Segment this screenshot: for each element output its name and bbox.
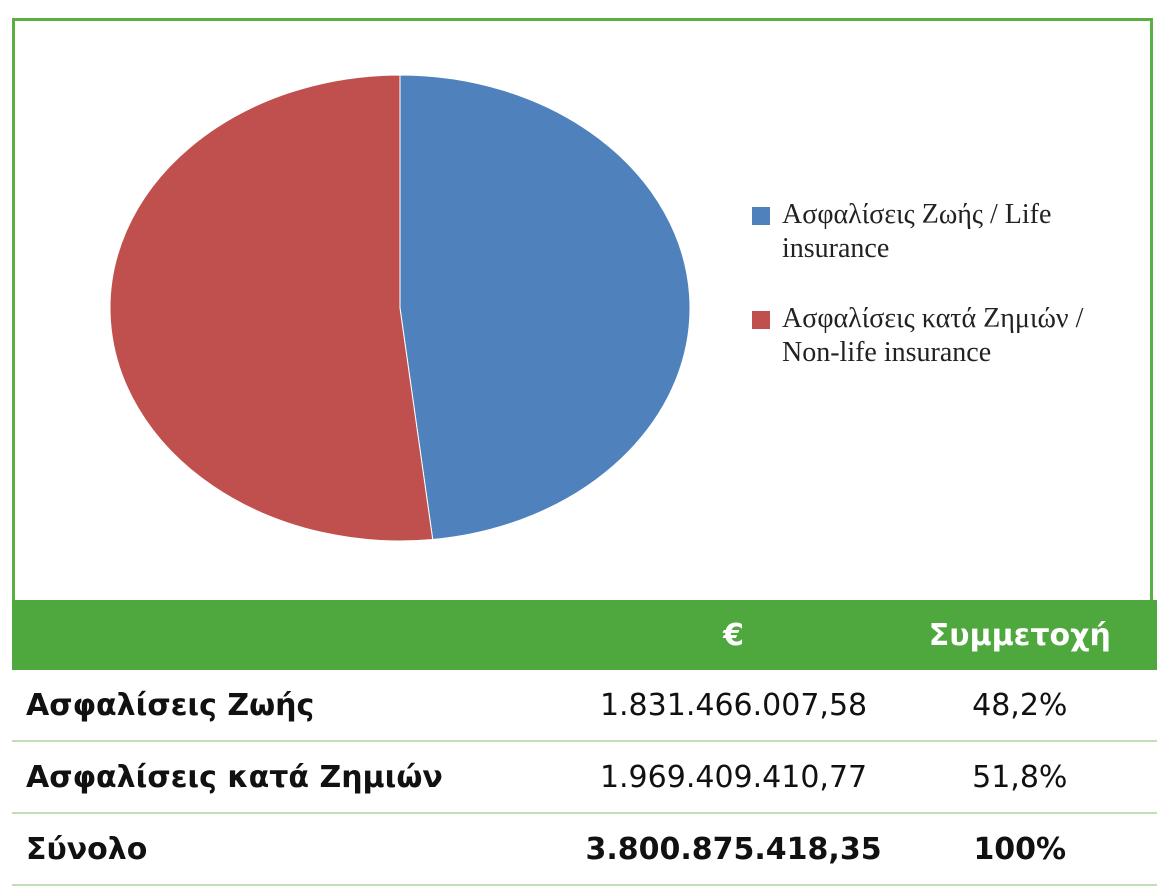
table-cell: 51,8%	[882, 741, 1157, 814]
legend-label: Ασφαλίσεις Ζωής / Life insurance	[782, 199, 1052, 264]
header-row: € Συμμετοχή	[12, 600, 1157, 670]
table-cell: 100%	[882, 813, 1157, 886]
table-row: Ασφαλίσεις κατά Ζημιών 1.969.409.410,77 51…	[12, 741, 1157, 814]
pie-chart	[109, 74, 691, 542]
table-row: Σύνολο 3.800.875.418,35 100%	[12, 813, 1157, 886]
legend-swatch	[752, 311, 770, 329]
page: Ασφαλίσεις Ζωής / Life insurance Ασφαλίσε…	[12, 18, 1157, 886]
table-cell: Σύνολο	[12, 813, 585, 886]
table-row: Ασφαλίσεις Ζωής 1.831.466.007,58 48,2%	[12, 670, 1157, 742]
header-cell	[12, 600, 585, 670]
table-cell: 1.969.409.410,77	[584, 741, 883, 814]
legend-item: Ασφαλίσεις κατά Ζημιών / Non-life insura…	[752, 302, 1112, 370]
legend-swatch	[752, 207, 770, 225]
pie-slice	[399, 74, 691, 541]
table-cell: 3.800.875.418,35	[584, 813, 883, 886]
table-cell: 48,2%	[882, 670, 1157, 742]
chart-frame	[12, 18, 1153, 600]
pie-slice	[109, 74, 434, 542]
legend-label: Ασφαλίσεις κατά Ζημιών / Non-life insura…	[782, 303, 1084, 368]
table-cell: Ασφαλίσεις Ζωής	[12, 670, 585, 742]
header-cell: Συμμετοχή	[882, 600, 1157, 670]
legend-item: Ασφαλίσεις Ζωής / Life insurance	[752, 198, 1112, 266]
table: € Συμμετοχή Ασφαλίσεις Ζωής 1.831.466.007…	[12, 600, 1157, 886]
table-cell: 1.831.466.007,58	[584, 670, 883, 742]
table-cell: Ασφαλίσεις κατά Ζημιών	[12, 741, 585, 814]
legend: Ασφαλίσεις Ζωής / Life insurance Ασφαλίσε…	[752, 198, 1112, 406]
header-cell: €	[584, 600, 883, 670]
